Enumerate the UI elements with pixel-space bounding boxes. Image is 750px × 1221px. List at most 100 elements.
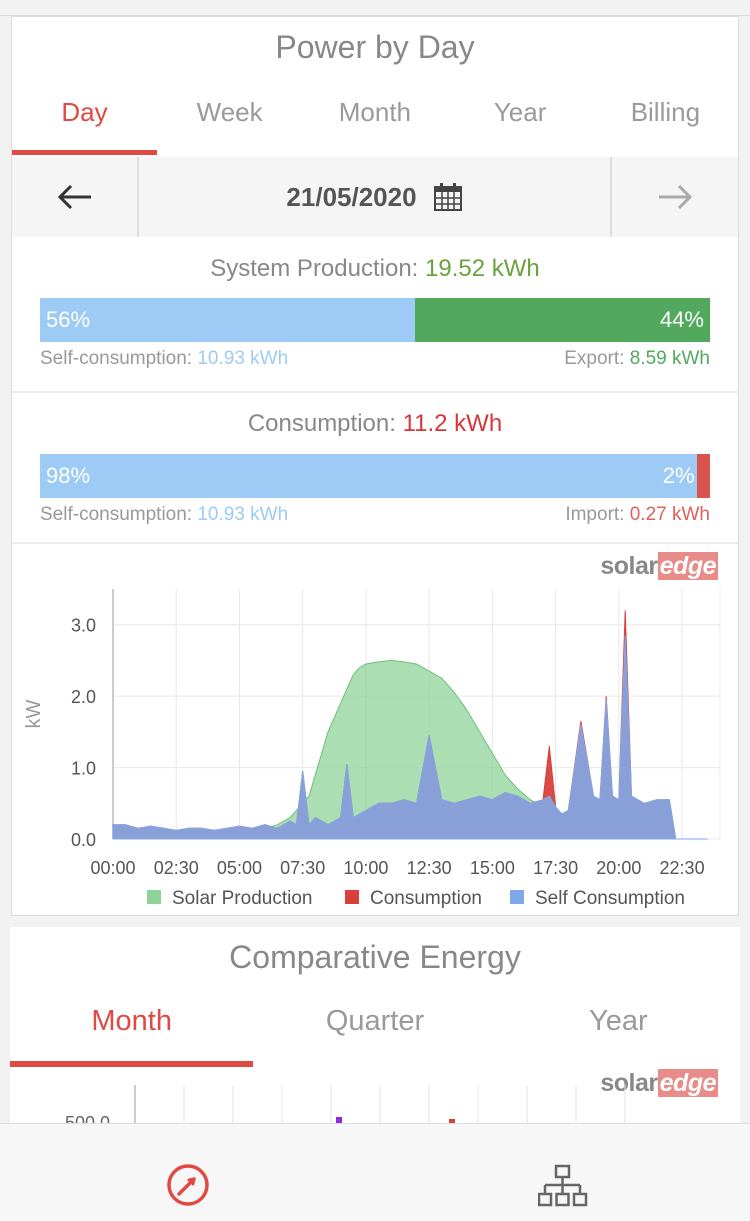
layout-nav-button[interactable] (537, 1164, 588, 1213)
tab-label: Day (61, 97, 108, 127)
caption-label: Self-consumption: (40, 348, 198, 369)
date-picker[interactable]: 21/05/2020 (139, 157, 610, 237)
y-axis-label: kW (23, 699, 45, 728)
production-label: System Production: (210, 255, 426, 282)
tab-label: Month (338, 97, 411, 127)
divider (12, 391, 738, 393)
date-navigator: 21/05/2020 (12, 157, 738, 237)
calendar-icon (433, 183, 462, 211)
production-export-pct: 44% (659, 307, 704, 332)
y-tick-label: 2.0 (71, 687, 96, 707)
tab-week[interactable]: Week (157, 97, 302, 157)
production-self-segment: 56% (40, 298, 416, 342)
x-tick-label: 12:30 (407, 858, 452, 878)
x-tick-label: 22:30 (660, 858, 705, 878)
bar-top (336, 1117, 342, 1125)
x-tick-label: 20:00 (596, 858, 641, 878)
x-tick-label: 05:00 (217, 858, 262, 878)
consumption-import-caption: Import: 0.27 kWh (565, 504, 710, 526)
production-heading: System Production: 19.52 kWh (12, 255, 738, 283)
solaredge-logo: solaredge (600, 552, 718, 581)
consumption-self-caption: Self-consumption: 10.93 kWh (40, 504, 288, 526)
production-export-caption: Export: 8.59 kWh (564, 348, 710, 370)
bottom-navigation (0, 1123, 750, 1221)
legend-label: Solar Production (172, 888, 312, 909)
logo-edge: edge (657, 1069, 718, 1097)
dashboard-nav-button[interactable] (165, 1162, 211, 1213)
y-tick-label: 3.0 (71, 616, 96, 636)
tab-label: Quarter (325, 1005, 425, 1037)
legend-swatch (345, 890, 359, 904)
x-tick-label: 10:00 (343, 858, 388, 878)
period-tabs: Day Week Month Year Billing (12, 97, 738, 157)
x-tick-label: 07:30 (280, 858, 325, 878)
status-area (0, 0, 750, 16)
tab-day[interactable]: Day (12, 97, 157, 157)
solaredge-logo: solaredge (600, 1069, 718, 1098)
tab-year[interactable]: Year (497, 1005, 740, 1067)
x-tick-label: 00:00 (90, 858, 135, 878)
power-chart: 0.0 1.0 2.0 3.0 00:00 02:30 05:00 07:30 10:00 12:… (23, 589, 721, 909)
production-self-pct: 56% (46, 307, 91, 332)
consumption-heading: Consumption: 11.2 kWh (12, 410, 738, 438)
legend-label: Self Consumption (535, 888, 685, 909)
tab-label: Billing (630, 97, 701, 127)
tab-billing[interactable]: Billing (593, 97, 738, 157)
caption-value: 0.27 kWh (629, 504, 710, 525)
caption-label: Import: (565, 504, 630, 525)
selected-date: 21/05/2020 (286, 181, 417, 212)
divider (12, 542, 738, 544)
logo-solar: solar (600, 1069, 658, 1097)
consumption-self-pct: 98% (46, 463, 91, 488)
legend-swatch (510, 890, 524, 904)
series-area-self-consumption (112, 635, 708, 840)
production-export-segment: 44% (415, 298, 710, 342)
previous-day-button[interactable] (12, 157, 139, 237)
caption-label: Self-consumption: (40, 504, 198, 525)
power-by-day-card: Power by Day Day Week Month Year Billing… (11, 16, 739, 916)
arrow-right-icon (659, 184, 693, 210)
consumption-self-segment: 98% 2% (40, 454, 697, 498)
x-tick-label: 17:30 (533, 858, 578, 878)
legend-label: Consumption (370, 888, 482, 909)
x-tick-label: 15:00 (470, 858, 515, 878)
comparative-chart-partial: 500.0 (65, 1085, 626, 1125)
consumption-import-segment (696, 454, 710, 498)
site-layout-hierarchy-icon (537, 1164, 588, 1207)
tab-label: Week (196, 97, 263, 127)
consumption-label: Consumption: (247, 410, 403, 437)
tab-month[interactable]: Month (302, 97, 447, 157)
active-tab-indicator (12, 150, 157, 155)
x-tick-label: 02:30 (154, 858, 199, 878)
y-tick-label: 1.0 (71, 759, 96, 779)
comparative-tabs: Month Quarter Year (10, 1005, 740, 1067)
comparative-title: Comparative Energy (229, 939, 521, 975)
dashboard-gauge-icon (167, 1164, 209, 1206)
bar-top (449, 1119, 455, 1125)
caption-value: 8.59 kWh (629, 348, 710, 369)
tab-quarter[interactable]: Quarter (253, 1005, 496, 1067)
y-tick-label: 0.0 (71, 830, 96, 850)
next-day-button[interactable] (610, 157, 738, 237)
consumption-bar: 98% 2% (40, 454, 710, 498)
consumption-import-pct: 2% (662, 463, 695, 488)
comparative-energy-card: Comparative Energy Month Quarter Year so… (10, 927, 740, 1127)
logo-edge: edge (657, 552, 718, 580)
caption-value: 10.93 kWh (197, 348, 289, 369)
caption-value: 10.93 kWh (197, 504, 289, 525)
logo-solar: solar (600, 552, 658, 580)
production-value: 19.52 kWh (425, 255, 540, 282)
tab-month[interactable]: Month (10, 1005, 254, 1067)
legend-swatch (147, 890, 161, 904)
tab-label: Month (91, 1005, 172, 1037)
caption-label: Export: (564, 348, 630, 369)
y-tick-label: 500.0 (65, 1113, 110, 1125)
arrow-left-icon (57, 184, 91, 210)
tab-label: Year (589, 1005, 648, 1037)
production-bar: 56% 44% (40, 298, 710, 342)
production-self-caption: Self-consumption: 10.93 kWh (40, 348, 288, 370)
axis-line (134, 1085, 136, 1125)
consumption-value: 11.2 kWh (402, 410, 503, 437)
tab-year[interactable]: Year (448, 97, 593, 157)
tab-label: Year (493, 97, 547, 127)
